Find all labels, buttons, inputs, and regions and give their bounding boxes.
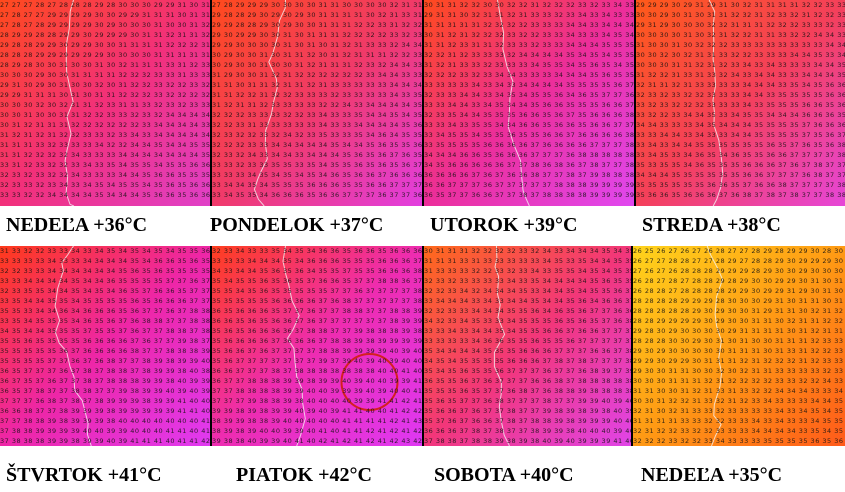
temperature-grid: 27 27 27 28 27 28 28 28 29 28 30 30 30 2…	[0, 1, 210, 199]
temp-label: +36°C	[93, 214, 148, 236]
heat-map	[424, 246, 631, 446]
heat-gradient	[212, 0, 422, 206]
day-label: NEDEĽA	[6, 214, 89, 236]
map-panel-7: 30 31 31 31 32 32 32 32 33 32 34 33 34 3…	[424, 246, 631, 446]
map-panel-3: 30 31 31 32 32 30 30 32 32 31 32 32 32 3…	[424, 0, 634, 206]
caption-3: UTOROK +39°C	[430, 214, 577, 237]
day-label: UTOROK	[430, 214, 519, 236]
panel-divider	[210, 0, 212, 206]
day-label: PONDELOK	[210, 214, 325, 236]
temperature-grid: 30 31 31 32 32 30 30 32 32 31 32 32 32 3…	[424, 1, 634, 199]
heat-map	[212, 246, 422, 446]
panel-divider	[422, 246, 424, 446]
temp-label: +38°C	[727, 214, 781, 236]
day-label: PIATOK	[236, 464, 314, 486]
heat-gradient	[636, 0, 845, 206]
caption-4: STREDA +38°C	[642, 214, 781, 237]
panel-divider	[631, 246, 633, 446]
caption-2: PONDELOK +37°C	[210, 214, 383, 237]
heat-map	[212, 0, 422, 206]
map-panel-4: 29 29 29 30 29 31 29 31 30 32 31 31 31 3…	[636, 0, 845, 206]
heat-gradient	[633, 246, 845, 446]
heat-gradient	[0, 246, 210, 446]
heat-map	[424, 0, 634, 206]
heat-gradient	[212, 246, 422, 446]
panel-divider	[634, 0, 636, 206]
heat-gradient	[424, 246, 631, 446]
temp-label: +37°C	[329, 214, 384, 236]
country-border	[54, 246, 92, 446]
heat-gradient	[0, 0, 210, 206]
temperature-grid: 32 33 34 33 33 35 34 35 34 36 36 35 36 3…	[212, 247, 422, 445]
temperature-grid: 27 28 29 29 29 30 30 30 30 31 31 30 30 3…	[212, 1, 422, 199]
heat-map	[636, 0, 845, 206]
temp-label: +41°C	[107, 464, 162, 486]
highlight-circle	[340, 353, 399, 411]
country-border	[497, 0, 530, 206]
temperature-grid: 30 31 31 31 32 32 32 32 33 32 34 33 34 3…	[424, 247, 631, 445]
panel-divider	[210, 246, 212, 446]
country-border	[706, 246, 724, 446]
caption-6: PIATOK +42°C	[236, 464, 372, 487]
day-label: STREDA	[642, 214, 723, 236]
temp-label: +40°C	[519, 464, 574, 486]
temp-label: +42°C	[318, 464, 372, 486]
map-panel-5: 31 33 32 32 33 33 34 33 34 35 34 35 34 3…	[0, 246, 210, 446]
day-label: ŠTVRTOK	[6, 464, 103, 486]
heat-map	[633, 246, 845, 446]
map-panel-1: 27 27 27 28 27 28 28 28 29 28 30 30 30 2…	[0, 0, 210, 206]
heat-map	[0, 246, 210, 446]
caption-7: SOBOTA +40°C	[434, 464, 574, 487]
temp-label: +39°C	[523, 214, 578, 236]
country-border	[64, 0, 75, 206]
caption-1: NEDEĽA +36°C	[6, 214, 147, 237]
map-panel-8: 26 25 26 27 26 27 26 28 27 27 28 29 28 2…	[633, 246, 845, 446]
temperature-grid: 26 25 26 27 26 27 26 28 27 27 28 29 28 2…	[633, 247, 844, 445]
heat-map	[0, 0, 210, 206]
country-border	[708, 0, 724, 206]
temperature-grid: 31 33 32 32 33 33 34 33 34 35 34 35 34 3…	[0, 247, 210, 445]
caption-5: ŠTVRTOK +41°C	[6, 464, 162, 487]
map-panel-6: 32 33 34 33 33 35 34 35 34 36 36 35 36 3…	[212, 246, 422, 446]
day-label: SOBOTA	[434, 464, 515, 486]
heat-gradient	[424, 0, 634, 206]
country-border	[493, 246, 510, 446]
caption-8: NEDEĽA +35°C	[641, 464, 782, 487]
country-border	[282, 246, 306, 446]
temperature-grid: 29 29 29 30 29 31 29 31 30 32 31 31 31 3…	[636, 1, 845, 199]
map-panel-2: 27 28 29 29 29 30 30 30 30 31 31 30 30 3…	[212, 0, 422, 206]
country-border	[253, 0, 286, 206]
panel-divider	[422, 0, 424, 206]
day-label: NEDEĽA	[641, 464, 724, 486]
temp-label: +35°C	[728, 464, 783, 486]
